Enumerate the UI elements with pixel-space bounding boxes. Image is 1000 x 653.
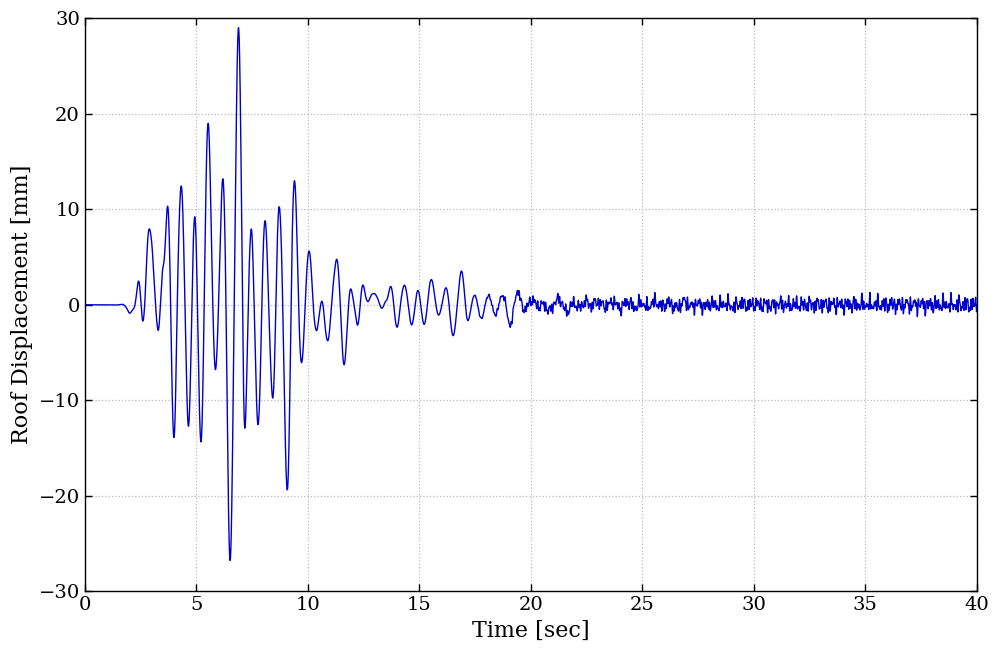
Y-axis label: Roof Displacement [mm]: Roof Displacement [mm] bbox=[11, 165, 33, 445]
X-axis label: Time [sec]: Time [sec] bbox=[472, 620, 589, 642]
